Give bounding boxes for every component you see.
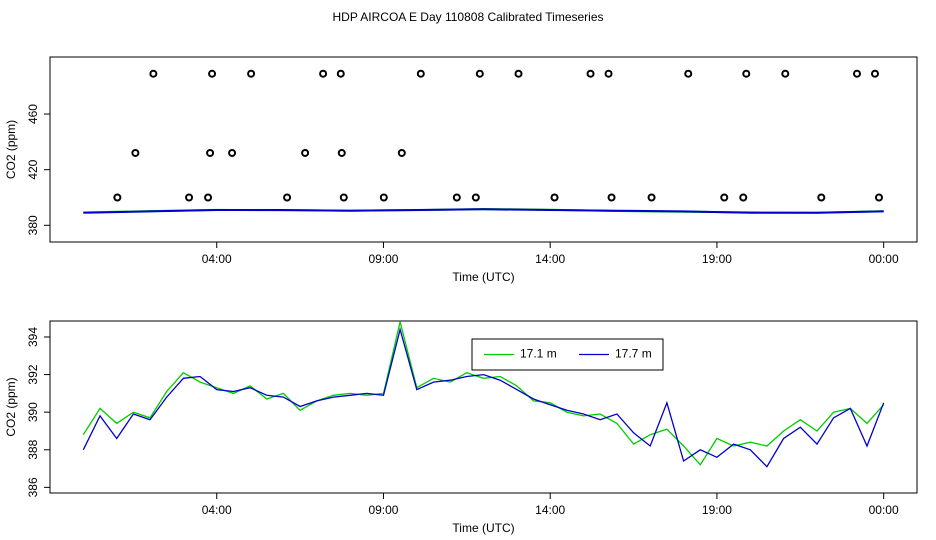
flag-point bbox=[684, 69, 693, 78]
x-tick-label: 04:00 bbox=[202, 252, 232, 266]
flag-point bbox=[185, 193, 194, 202]
flag-point bbox=[742, 69, 751, 78]
x-axis-label: Time (UTC) bbox=[452, 521, 514, 535]
flag-point bbox=[514, 69, 523, 78]
flag-point bbox=[336, 69, 345, 78]
x-tick-label: 14:00 bbox=[535, 503, 565, 517]
y-axis-label: CO2 (ppm) bbox=[4, 120, 18, 179]
flag-point bbox=[379, 193, 388, 202]
flag-point bbox=[586, 69, 595, 78]
flag-point bbox=[247, 69, 256, 78]
flag-point bbox=[781, 69, 790, 78]
plot-frame bbox=[49, 56, 918, 243]
y-tick-label: 390 bbox=[26, 402, 40, 422]
y-tick-label: 460 bbox=[26, 104, 40, 124]
x-tick-label: 14:00 bbox=[535, 252, 565, 266]
chart-title: HDP AIRCOA E Day 110808 Calibrated Times… bbox=[332, 10, 603, 24]
flag-point bbox=[283, 193, 292, 202]
x-tick-label: 00:00 bbox=[869, 503, 899, 517]
y-tick-label: 420 bbox=[26, 159, 40, 179]
legend-label: 17.7 m bbox=[615, 347, 652, 361]
legend-label: 17.1 m bbox=[520, 347, 557, 361]
y-tick-label: 392 bbox=[26, 364, 40, 384]
y-tick-label: 388 bbox=[26, 439, 40, 459]
flag-point bbox=[416, 69, 425, 78]
flag-point bbox=[337, 148, 346, 157]
flag-point bbox=[339, 193, 348, 202]
flag-point bbox=[475, 69, 484, 78]
x-tick-label: 19:00 bbox=[702, 503, 732, 517]
flag-point bbox=[397, 148, 406, 157]
flag-point bbox=[319, 69, 328, 78]
series-line bbox=[83, 208, 884, 214]
x-axis-label: Time (UTC) bbox=[452, 270, 514, 284]
flag-point bbox=[149, 69, 158, 78]
flag-point bbox=[452, 193, 461, 202]
x-tick-label: 19:00 bbox=[702, 252, 732, 266]
flag-point bbox=[870, 69, 879, 78]
flag-point bbox=[228, 148, 237, 157]
x-tick-label: 09:00 bbox=[368, 503, 398, 517]
flag-point bbox=[817, 193, 826, 202]
flag-point bbox=[852, 69, 861, 78]
flag-point bbox=[204, 193, 213, 202]
x-tick-label: 04:00 bbox=[202, 503, 232, 517]
flag-point bbox=[131, 148, 140, 157]
y-tick-label: 380 bbox=[26, 215, 40, 235]
flag-point bbox=[607, 193, 616, 202]
flag-point bbox=[206, 148, 215, 157]
flag-point bbox=[208, 69, 217, 78]
series-line bbox=[82, 326, 885, 468]
flag-point bbox=[550, 193, 559, 202]
x-tick-label: 09:00 bbox=[368, 252, 398, 266]
x-tick-label: 00:00 bbox=[869, 252, 899, 266]
flag-point bbox=[874, 193, 883, 202]
flag-point bbox=[647, 193, 656, 202]
flag-point bbox=[471, 193, 480, 202]
flag-point bbox=[720, 193, 729, 202]
plot-frame bbox=[49, 320, 918, 494]
flag-point bbox=[739, 193, 748, 202]
y-tick-label: 394 bbox=[26, 327, 40, 347]
flag-point bbox=[604, 69, 613, 78]
y-tick-label: 386 bbox=[26, 477, 40, 497]
series-line bbox=[82, 321, 885, 466]
flag-point bbox=[113, 193, 122, 202]
y-axis-label: CO2 (ppm) bbox=[4, 377, 18, 436]
flag-point bbox=[301, 148, 310, 157]
